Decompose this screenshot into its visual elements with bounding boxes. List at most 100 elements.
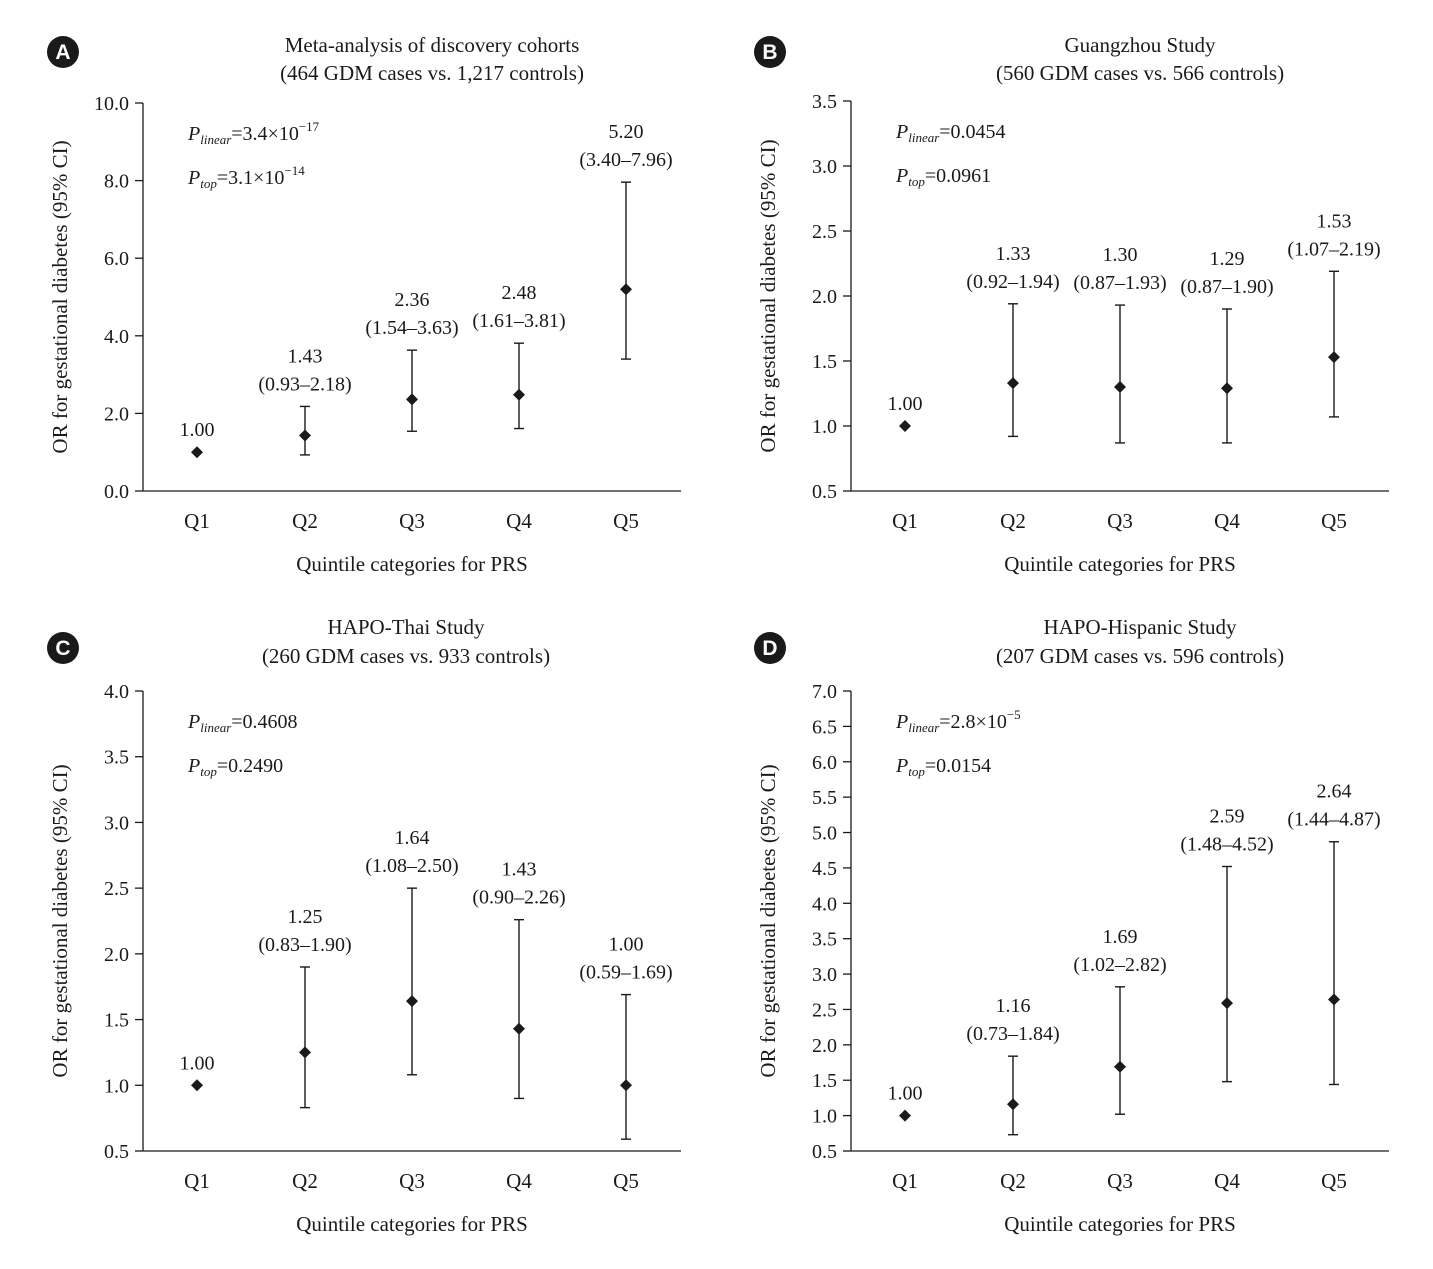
x-tick-label: Q5: [1321, 509, 1347, 533]
y-axis-label: OR for gestational diabetes (95% CI): [756, 764, 780, 1077]
x-tick-label: Q1: [184, 1169, 210, 1193]
or-value-label: 2.64: [1317, 781, 1352, 803]
y-tick-label: 0.0: [104, 481, 129, 503]
panel-c: C HAPO-Thai Study (260 GDM cases vs. 933 c…: [47, 615, 681, 1236]
p-linear-annotation: Plinear=2.8×10−5: [895, 707, 1021, 735]
or-value-label: 1.00: [609, 934, 644, 956]
ci-label: (0.87–1.90): [1180, 276, 1273, 298]
or-point-marker: [406, 995, 418, 1008]
p-subscript: linear: [200, 132, 232, 147]
or-value-label: 1.00: [888, 1083, 923, 1105]
y-tick-label: 5.5: [812, 787, 837, 809]
or-value-label: 1.00: [888, 393, 923, 415]
x-tick-label: Q3: [399, 1169, 425, 1193]
or-point-marker: [299, 429, 311, 442]
x-axis-label: Quintile categories for PRS: [296, 1212, 528, 1236]
or-point-marker: [406, 393, 418, 406]
p-top-annotation: Ptop=0.0154: [895, 755, 991, 779]
or-value-label: 2.59: [1210, 806, 1245, 828]
or-value-label: 1.30: [1103, 244, 1138, 266]
ci-label: (1.08–2.50): [365, 855, 458, 877]
p-symbol: P: [187, 167, 200, 189]
or-value-label: 1.00: [180, 1052, 215, 1074]
x-tick-label: Q2: [292, 509, 318, 533]
panel-badge-letter: B: [762, 41, 777, 64]
x-tick-label: Q4: [1214, 1169, 1240, 1193]
or-point-marker: [1221, 382, 1233, 395]
or-value-label: 1.33: [996, 243, 1031, 265]
panel-b: B Guangzhou Study (560 GDM cases vs. 566 c…: [754, 33, 1389, 576]
ci-label: (0.73–1.84): [966, 1023, 1059, 1045]
y-tick-label: 2.0: [104, 403, 129, 425]
y-tick-label: 6.5: [812, 716, 837, 738]
chart-title: Meta-analysis of discovery cohorts: [285, 33, 580, 57]
or-point-marker: [191, 1079, 203, 1092]
x-tick-label: Q2: [292, 1169, 318, 1193]
p-symbol: P: [895, 165, 908, 187]
y-tick-label: 1.5: [104, 1010, 129, 1032]
ci-label: (0.59–1.69): [579, 962, 672, 984]
p-value-text: =0.4608: [231, 711, 297, 733]
y-tick-label: 2.5: [104, 878, 129, 900]
panel-badge-letter: D: [762, 637, 777, 660]
panel-badge-letter: C: [55, 637, 70, 660]
panel-badge: [47, 632, 79, 664]
p-top-annotation: Ptop=3.1×10−14: [187, 163, 305, 191]
p-subscript: top: [908, 174, 925, 189]
y-tick-label: 1.5: [812, 1070, 837, 1092]
chart-subtitle: (207 GDM cases vs. 596 controls): [996, 644, 1284, 668]
or-value-label: 1.43: [502, 859, 537, 881]
chart-title: Guangzhou Study: [1064, 33, 1216, 57]
chart-title: HAPO-Thai Study: [328, 615, 485, 639]
x-tick-label: Q5: [613, 509, 639, 533]
or-point-marker: [1007, 1098, 1019, 1111]
p-exponent: −14: [284, 163, 305, 178]
p-subscript: linear: [908, 130, 940, 145]
p-exponent: −17: [299, 119, 320, 134]
x-tick-label: Q2: [1000, 509, 1026, 533]
x-tick-label: Q4: [506, 1169, 532, 1193]
y-tick-label: 1.0: [104, 1075, 129, 1097]
y-tick-label: 2.0: [812, 1035, 837, 1057]
panel-badge: [754, 36, 786, 68]
y-axis-label: OR for gestational diabetes (95% CI): [48, 140, 72, 453]
y-tick-label: 5.0: [812, 823, 837, 845]
p-symbol: P: [895, 711, 908, 733]
y-tick-label: 4.5: [812, 858, 837, 880]
y-tick-label: 4.0: [812, 893, 837, 915]
p-linear-annotation: Plinear=0.4608: [187, 711, 298, 735]
chart-subtitle: (464 GDM cases vs. 1,217 controls): [280, 61, 584, 85]
x-tick-label: Q3: [1107, 509, 1133, 533]
or-value-label: 5.20: [609, 121, 644, 143]
or-point-marker: [513, 388, 525, 401]
y-tick-label: 2.5: [812, 999, 837, 1021]
y-tick-label: 3.5: [812, 929, 837, 951]
p-top-annotation: Ptop=0.0961: [895, 165, 991, 189]
or-point-marker: [299, 1046, 311, 1059]
p-value-text: =0.2490: [217, 755, 283, 777]
y-tick-label: 6.0: [812, 752, 837, 774]
y-axis-label: OR for gestational diabetes (95% CI): [48, 764, 72, 1077]
p-subscript: top: [200, 764, 217, 779]
y-tick-label: 6.0: [104, 248, 129, 270]
x-tick-label: Q4: [1214, 509, 1240, 533]
y-tick-label: 0.5: [104, 1141, 129, 1163]
or-value-label: 2.48: [502, 282, 537, 304]
y-tick-label: 2.0: [104, 944, 129, 966]
y-tick-label: 4.0: [104, 681, 129, 703]
p-subscript: linear: [200, 720, 232, 735]
y-tick-label: 8.0: [104, 171, 129, 193]
or-point-marker: [620, 283, 632, 296]
or-point-marker: [191, 446, 203, 459]
ci-label: (0.92–1.94): [966, 271, 1059, 293]
y-axis-label: OR for gestational diabetes (95% CI): [756, 139, 780, 452]
x-tick-label: Q3: [399, 509, 425, 533]
or-point-marker: [1328, 351, 1340, 364]
x-tick-label: Q5: [613, 1169, 639, 1193]
or-value-label: 1.69: [1103, 926, 1138, 948]
p-symbol: P: [895, 755, 908, 777]
chart-subtitle: (260 GDM cases vs. 933 controls): [262, 644, 550, 668]
or-value-label: 1.00: [180, 419, 215, 441]
p-subscript: top: [200, 176, 217, 191]
or-value-label: 1.43: [288, 345, 323, 367]
